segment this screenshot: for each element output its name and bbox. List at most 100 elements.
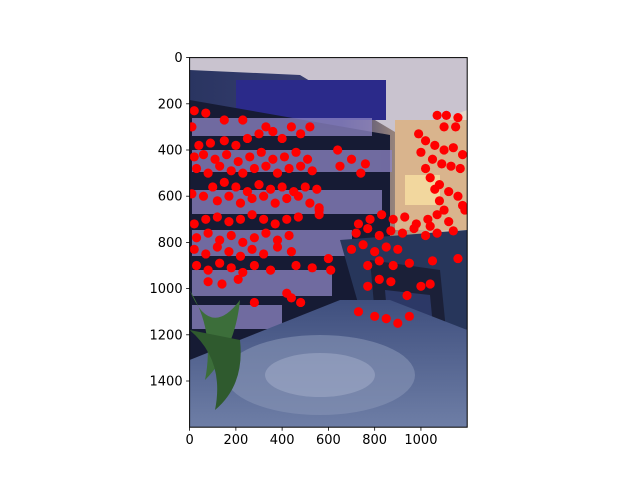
scatter-point [307,263,317,273]
scatter-point [300,182,310,192]
scatter-point [282,193,292,204]
scatter-point [420,136,431,146]
scatter-point [404,311,414,321]
scatter-point [203,168,213,178]
scatter-point [212,242,222,252]
scatter-point [254,129,264,139]
scatter-point [360,159,371,169]
scatter-point [423,214,433,224]
scatter-point [215,161,225,171]
scatter-point [305,122,315,132]
scatter-point [256,147,266,157]
scatter-point [377,210,387,220]
scatter-point [268,126,278,137]
scatter-point [194,140,204,150]
x-tick-label: 1000 [404,433,437,448]
scatter-point [453,113,463,123]
scatter-point [191,233,202,243]
scatter-point [386,226,396,236]
scatter-point [455,163,465,174]
scatter-point [277,182,287,192]
scatter-point [393,318,403,328]
scatter-point [430,140,440,150]
scatter-point [222,150,232,160]
scatter-point [231,182,241,192]
scatter-point [189,189,197,199]
scatter-point [457,150,468,160]
scatter-point [226,263,236,273]
scatter-point [432,110,442,120]
scatter-point [374,256,384,266]
scatter-point [434,196,445,206]
scatter-point [305,198,315,208]
scatter-point [346,244,357,254]
scatter-point [363,260,373,271]
scatter-point [284,163,294,174]
scatter-point [189,122,197,132]
scatter-point [404,258,414,268]
scatter-point [439,145,449,155]
y-tick-label: 1000 [150,282,183,297]
scatter-point [233,274,243,284]
scatter-point [219,177,229,187]
scatter-point [233,156,243,167]
scatter-point [272,235,283,245]
scatter-point [208,182,218,192]
scatter-point [307,166,317,176]
scatter-point [409,223,419,234]
scatter-point [356,168,366,178]
scatter-point [333,145,343,155]
scatter-point [238,267,248,278]
y-tick-label: 1200 [150,328,183,343]
scatter-point [231,140,241,150]
scatter-point [353,307,364,317]
scatter-point [363,223,373,234]
scatter-point [259,214,269,224]
scatter-point [402,290,412,301]
scatter-point [388,260,398,271]
scatter-point [425,173,435,183]
scatter-point [235,251,246,261]
scatter-point [224,191,234,201]
x-tick-label: 600 [316,433,341,448]
scatter-point [201,108,211,118]
scatter-point [268,154,278,164]
scatter-point [270,198,280,208]
scatter-point [448,143,458,153]
scatter-point [434,180,445,190]
y-axis-ticks: 0 200 400 600 800 1000 1200 1400 [150,51,190,390]
y-tick-label: 0 [174,51,182,66]
x-axis-ticks: 0 200 400 600 800 1000 [185,427,437,448]
scatter-point [420,163,431,174]
scatter-point [414,129,424,139]
scatter-point [358,240,368,250]
scatter-point [247,244,257,254]
scatter-point [286,247,296,257]
scatter-point [238,168,248,178]
scatter-point [453,253,463,264]
scatter-point [363,281,373,291]
scatter-point [198,191,209,201]
scatter-point [226,230,236,241]
scatter-point [224,247,234,257]
scatter-point [265,265,276,275]
scatter-point [353,219,364,229]
scatter-point [279,152,290,162]
x-tick-label: 200 [223,433,248,448]
scatter-point [296,161,306,171]
scatter-point [215,258,225,268]
scatter-point [374,274,384,284]
scatter-point [261,161,271,171]
x-tick-label: 400 [270,433,295,448]
scatter-point [346,154,357,164]
scatter-point [270,219,280,229]
scatter-point [224,217,234,227]
scatter-point [215,235,225,245]
scatter-point [212,196,222,206]
scatter-point [219,115,229,125]
scatter-point [238,237,248,247]
scatter-point [242,133,253,144]
scatter-point [282,214,292,224]
scatter-point [265,184,276,194]
